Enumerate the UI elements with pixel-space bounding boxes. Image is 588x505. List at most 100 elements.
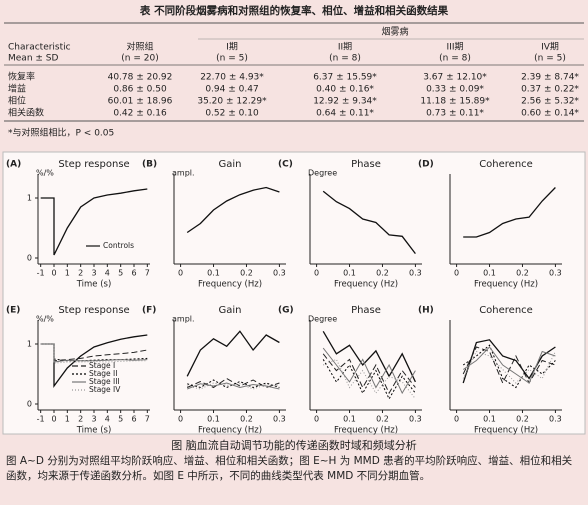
series-line: [186, 330, 280, 377]
x-tick-label: 0.2: [240, 269, 253, 278]
cell: 6.37 ± 15.59*: [313, 73, 377, 83]
series-line: [462, 344, 556, 389]
column-n: (n = 8): [329, 54, 361, 64]
cell: 60.01 ± 18.96: [108, 97, 173, 107]
y-tick-label: 1: [27, 194, 32, 203]
panel-title: Gain: [219, 159, 242, 170]
x-tick-label: 0: [314, 415, 319, 424]
cell: 0.42 ± 0.16: [113, 109, 167, 119]
cell: 0.64 ± 0.11*: [316, 109, 374, 119]
y-tick-label: 0: [27, 400, 32, 409]
table-title: 表 不同阶段烟雾病和对照组的恢复率、相位、增益和相关函数结果: [139, 4, 449, 17]
x-tick-label: 0.2: [516, 415, 529, 424]
panel-title: Phase: [351, 159, 381, 170]
x-tick-label: -1: [37, 415, 45, 424]
column-n: (n = 5): [216, 54, 248, 64]
series-line: [322, 359, 416, 400]
cell: 0.94 ± 0.47: [205, 85, 258, 95]
series-line: [187, 379, 280, 389]
x-tick-label: 0: [454, 269, 459, 278]
column-n: (n = 20): [121, 54, 158, 64]
series-line: [323, 358, 416, 400]
series-line: [187, 382, 280, 390]
x-tick-label: 0.1: [207, 415, 220, 424]
legend-label: Stage II: [89, 369, 117, 378]
x-tick-label: 0.2: [376, 415, 389, 424]
panel-label: (H): [418, 306, 434, 316]
characteristic-header: Characteristic: [8, 43, 71, 53]
x-axis-label: Frequency (Hz): [334, 426, 398, 436]
cell: 0.37 ± 0.22*: [521, 85, 579, 95]
table-note: *与对照组相比，P < 0.05: [8, 127, 114, 139]
cell: 3.67 ± 12.10*: [423, 73, 487, 83]
x-tick-label: 1: [65, 415, 70, 424]
column-name: I期: [226, 42, 238, 53]
x-axis-label: Frequency (Hz): [198, 280, 262, 290]
panel-title: Coherence: [479, 305, 533, 316]
series-line: [322, 330, 416, 383]
cell: 11.18 ± 15.89*: [420, 97, 490, 107]
x-tick-label: 0: [51, 269, 56, 278]
x-axis-label: Time (s): [76, 280, 112, 290]
x-tick-label: 0.1: [483, 415, 496, 424]
x-tick-label: 0.2: [376, 269, 389, 278]
x-tick-label: 0.1: [207, 269, 220, 278]
figure-sheet: 表 不同阶段烟雾病和对照组的恢复率、相位、增益和相关函数结果 烟雾病 Chara…: [2, 4, 586, 436]
cell: 35.20 ± 12.29*: [197, 97, 267, 107]
x-tick-label: 0.1: [343, 269, 356, 278]
x-axis-label: Frequency (Hz): [198, 426, 262, 436]
x-tick-label: -1: [37, 269, 45, 278]
cell: 40.78 ± 20.92: [108, 73, 173, 83]
row-label: 恢复率: [8, 71, 35, 83]
caption: 图 A~D 分别为对照组平均阶跃响应、增益、相位和相关函数；图 E~H 为 MM…: [6, 455, 573, 482]
series-line: [462, 350, 556, 384]
x-tick-label: 0.3: [549, 415, 562, 424]
series-line: [322, 353, 416, 395]
cell: 22.70 ± 4.93*: [200, 73, 264, 83]
x-tick-label: 0.2: [240, 415, 253, 424]
y-axis-label: ampl.: [172, 315, 195, 324]
series-line: [40, 188, 148, 256]
x-tick-label: 7: [145, 415, 150, 424]
cell: 0.73 ± 0.11*: [426, 109, 484, 119]
x-tick-label: 2: [78, 415, 83, 424]
series-line: [462, 346, 556, 384]
stat-header: Mean ± SD: [8, 54, 58, 64]
panel-label: (F): [142, 306, 156, 316]
legend-label: Controls: [103, 241, 134, 250]
legend-label: Stage III: [89, 377, 120, 386]
series-line: [40, 334, 148, 388]
x-tick-label: 0.1: [483, 269, 496, 278]
series-line: [40, 343, 148, 364]
legend-label: Stage IV: [89, 385, 121, 394]
column-n: (n = 8): [439, 54, 471, 64]
panel-label: (A): [6, 160, 21, 170]
series-line: [186, 186, 280, 234]
column-name: 对照组: [126, 41, 153, 53]
column-n: (n = 5): [534, 54, 566, 64]
cell: 0.86 ± 0.50: [113, 85, 167, 95]
cell: 0.40 ± 0.16*: [316, 85, 374, 95]
y-axis-label: Degree: [308, 315, 337, 324]
x-tick-label: 0.3: [549, 269, 562, 278]
x-tick-label: 0.3: [409, 269, 422, 278]
panel-label: (E): [6, 306, 20, 316]
x-tick-label: 0: [51, 415, 56, 424]
y-tick-label: 1: [27, 340, 32, 349]
x-tick-label: 4: [105, 415, 110, 424]
y-axis-label: %/%: [36, 315, 54, 324]
group-header: 烟雾病: [381, 26, 408, 38]
x-tick-label: 1: [65, 269, 70, 278]
column-name: III期: [447, 42, 464, 53]
x-tick-label: 3: [91, 415, 96, 424]
panel-label: (G): [278, 306, 294, 316]
x-tick-label: 0: [454, 415, 459, 424]
x-tick-label: 4: [105, 269, 110, 278]
legend-label: Stage I: [89, 361, 115, 370]
series-line: [322, 347, 416, 395]
panel-title: Phase: [351, 305, 381, 316]
x-tick-label: 0: [178, 415, 183, 424]
panel-label: (B): [142, 160, 157, 170]
x-tick-label: 0: [178, 269, 183, 278]
